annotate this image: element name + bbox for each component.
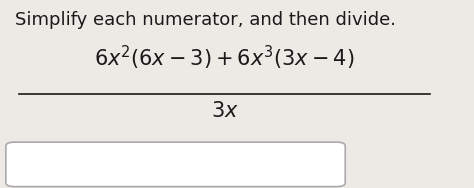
- Text: $6x^2(6x-3)+6x^3(3x-4)$: $6x^2(6x-3)+6x^3(3x-4)$: [94, 44, 355, 72]
- Text: $3x$: $3x$: [211, 101, 238, 121]
- FancyBboxPatch shape: [6, 142, 345, 187]
- Text: Simplify each numerator, and then divide.: Simplify each numerator, and then divide…: [15, 11, 396, 29]
